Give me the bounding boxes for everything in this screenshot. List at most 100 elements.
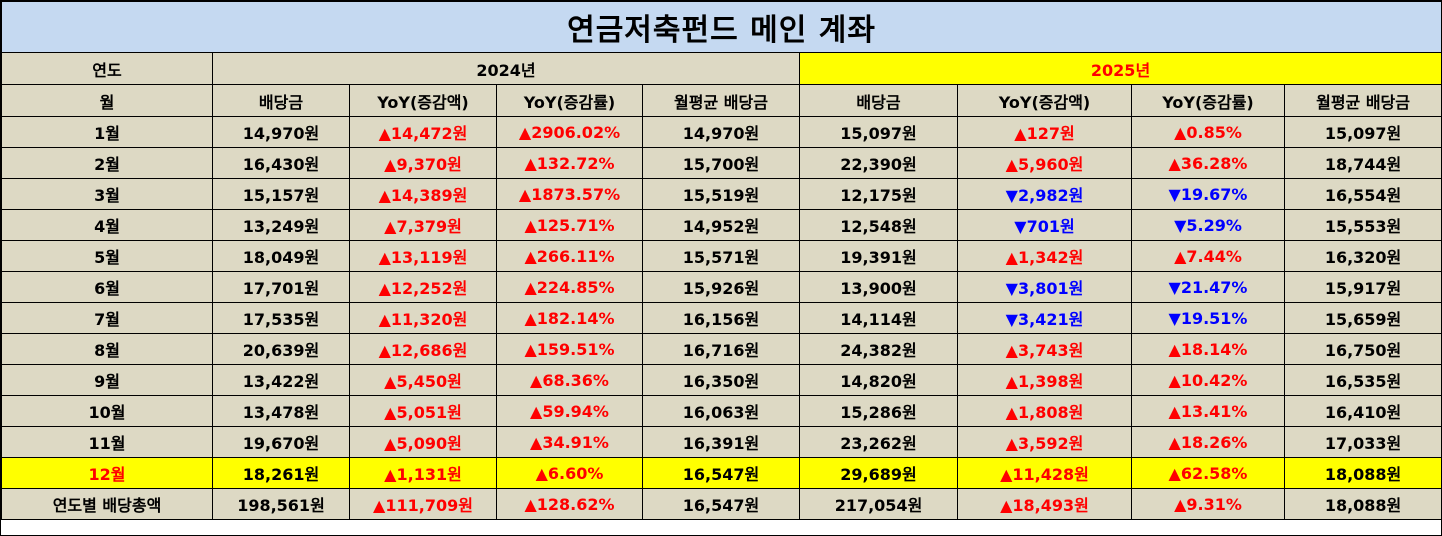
yoy-rate-2025-cell[interactable]: ▲9.31% bbox=[1131, 488, 1285, 520]
dividend-2025-cell[interactable]: 15,286원 bbox=[799, 395, 958, 427]
monthly-avg-2025-cell[interactable]: 16,750원 bbox=[1283, 333, 1442, 365]
yoy-amount-2024-cell[interactable]: ▲11,320원 bbox=[349, 302, 497, 334]
monthly-avg-2025-cell[interactable]: 15,659원 bbox=[1283, 302, 1442, 334]
dividend-2024-cell[interactable]: 17,701원 bbox=[212, 271, 350, 303]
monthly-avg-2024-cell[interactable]: 15,571원 bbox=[642, 240, 800, 272]
monthly-avg-2024-cell[interactable]: 16,547원 bbox=[642, 488, 800, 520]
dividend-2024-cell[interactable]: 198,561원 bbox=[212, 488, 350, 520]
yoy-amount-2025-cell[interactable]: ▲1,342원 bbox=[957, 240, 1132, 272]
yoy-rate-2024-cell[interactable]: ▲224.85% bbox=[496, 271, 643, 303]
row-label-cell[interactable]: 8월 bbox=[1, 333, 213, 365]
yoy-amount-2024-cell[interactable]: ▲14,389원 bbox=[349, 178, 497, 210]
month-label-cell[interactable]: 월 bbox=[1, 84, 213, 117]
row-label-cell[interactable]: 10월 bbox=[1, 395, 213, 427]
yoy-rate-2024-cell[interactable]: ▲34.91% bbox=[496, 426, 643, 458]
row-label-cell[interactable]: 3월 bbox=[1, 178, 213, 210]
yoy-amount-2025-cell[interactable]: ▲11,428원 bbox=[957, 457, 1132, 489]
yoy-rate-2024-cell[interactable]: ▲59.94% bbox=[496, 395, 643, 427]
row-label-cell[interactable]: 9월 bbox=[1, 364, 213, 396]
dividend-2024-cell[interactable]: 13,478원 bbox=[212, 395, 350, 427]
row-label-cell[interactable]: 11월 bbox=[1, 426, 213, 458]
col-dividend-2025[interactable]: 배당금 bbox=[799, 84, 958, 117]
year-label-cell[interactable]: 연도 bbox=[1, 52, 213, 85]
yoy-rate-2024-cell[interactable]: ▲128.62% bbox=[496, 488, 643, 520]
yoy-rate-2024-cell[interactable]: ▲68.36% bbox=[496, 364, 643, 396]
col-yoy-rate-2024[interactable]: YoY(증감률) bbox=[496, 84, 643, 117]
monthly-avg-2024-cell[interactable]: 14,970원 bbox=[642, 116, 800, 148]
dividend-2025-cell[interactable]: 19,391원 bbox=[799, 240, 958, 272]
row-label-cell[interactable]: 2월 bbox=[1, 147, 213, 179]
row-label-cell[interactable]: 5월 bbox=[1, 240, 213, 272]
yoy-rate-2025-cell[interactable]: ▼19.67% bbox=[1131, 178, 1285, 210]
monthly-avg-2024-cell[interactable]: 16,156원 bbox=[642, 302, 800, 334]
monthly-avg-2025-cell[interactable]: 15,553원 bbox=[1283, 209, 1442, 241]
col-yoy-rate-2025[interactable]: YoY(증감률) bbox=[1131, 84, 1285, 117]
dividend-2025-cell[interactable]: 12,548원 bbox=[799, 209, 958, 241]
dividend-2024-cell[interactable]: 13,249원 bbox=[212, 209, 350, 241]
yoy-amount-2024-cell[interactable]: ▲1,131원 bbox=[349, 457, 497, 489]
yoy-amount-2025-cell[interactable]: ▲127원 bbox=[957, 116, 1132, 148]
dividend-2025-cell[interactable]: 12,175원 bbox=[799, 178, 958, 210]
col-yoy-amount-2024[interactable]: YoY(증감액) bbox=[349, 84, 497, 117]
col-dividend-2024[interactable]: 배당금 bbox=[212, 84, 350, 117]
dividend-2024-cell[interactable]: 18,261원 bbox=[212, 457, 350, 489]
row-label-cell[interactable]: 12월 bbox=[1, 457, 213, 489]
yoy-amount-2024-cell[interactable]: ▲13,119원 bbox=[349, 240, 497, 272]
monthly-avg-2024-cell[interactable]: 16,547원 bbox=[642, 457, 800, 489]
year-2025-header[interactable]: 2025년 bbox=[798, 52, 1442, 85]
dividend-2025-cell[interactable]: 14,820원 bbox=[799, 364, 958, 396]
yoy-amount-2025-cell[interactable]: ▼3,421원 bbox=[957, 302, 1132, 334]
row-label-cell[interactable]: 6월 bbox=[1, 271, 213, 303]
col-yoy-amount-2025[interactable]: YoY(증감액) bbox=[957, 84, 1132, 117]
yoy-amount-2025-cell[interactable]: ▲3,743원 bbox=[957, 333, 1132, 365]
yoy-rate-2025-cell[interactable]: ▲18.14% bbox=[1131, 333, 1285, 365]
dividend-2025-cell[interactable]: 23,262원 bbox=[799, 426, 958, 458]
yoy-amount-2025-cell[interactable]: ▲3,592원 bbox=[957, 426, 1132, 458]
yoy-rate-2024-cell[interactable]: ▲1873.57% bbox=[496, 178, 643, 210]
yoy-rate-2025-cell[interactable]: ▲0.85% bbox=[1131, 116, 1285, 148]
monthly-avg-2025-cell[interactable]: 17,033원 bbox=[1283, 426, 1442, 458]
yoy-amount-2024-cell[interactable]: ▲5,051원 bbox=[349, 395, 497, 427]
monthly-avg-2025-cell[interactable]: 16,320원 bbox=[1283, 240, 1442, 272]
monthly-avg-2025-cell[interactable]: 18,088원 bbox=[1283, 488, 1442, 520]
yoy-rate-2025-cell[interactable]: ▼21.47% bbox=[1131, 271, 1285, 303]
yoy-amount-2024-cell[interactable]: ▲14,472원 bbox=[349, 116, 497, 148]
yoy-rate-2024-cell[interactable]: ▲2906.02% bbox=[496, 116, 643, 148]
yoy-amount-2024-cell[interactable]: ▲5,450원 bbox=[349, 364, 497, 396]
dividend-2024-cell[interactable]: 15,157원 bbox=[212, 178, 350, 210]
yoy-amount-2024-cell[interactable]: ▲5,090원 bbox=[349, 426, 497, 458]
yoy-amount-2025-cell[interactable]: ▼701원 bbox=[957, 209, 1132, 241]
dividend-2024-cell[interactable]: 18,049원 bbox=[212, 240, 350, 272]
yoy-amount-2025-cell[interactable]: ▲1,398원 bbox=[957, 364, 1132, 396]
dividend-2024-cell[interactable]: 16,430원 bbox=[212, 147, 350, 179]
yoy-amount-2024-cell[interactable]: ▲111,709원 bbox=[349, 488, 497, 520]
monthly-avg-2024-cell[interactable]: 15,926원 bbox=[642, 271, 800, 303]
monthly-avg-2025-cell[interactable]: 18,088원 bbox=[1283, 457, 1442, 489]
monthly-avg-2024-cell[interactable]: 15,700원 bbox=[642, 147, 800, 179]
col-monthly-avg-2025[interactable]: 월평균 배당금 bbox=[1283, 84, 1442, 117]
yoy-rate-2025-cell[interactable]: ▲36.28% bbox=[1131, 147, 1285, 179]
monthly-avg-2024-cell[interactable]: 16,716원 bbox=[642, 333, 800, 365]
monthly-avg-2025-cell[interactable]: 15,097원 bbox=[1283, 116, 1442, 148]
yoy-amount-2024-cell[interactable]: ▲7,379원 bbox=[349, 209, 497, 241]
yoy-rate-2024-cell[interactable]: ▲159.51% bbox=[496, 333, 643, 365]
dividend-2024-cell[interactable]: 17,535원 bbox=[212, 302, 350, 334]
monthly-avg-2024-cell[interactable]: 16,391원 bbox=[642, 426, 800, 458]
yoy-amount-2024-cell[interactable]: ▲12,686원 bbox=[349, 333, 497, 365]
yoy-rate-2025-cell[interactable]: ▲7.44% bbox=[1131, 240, 1285, 272]
yoy-rate-2024-cell[interactable]: ▲182.14% bbox=[496, 302, 643, 334]
year-2024-header[interactable]: 2024년 bbox=[212, 52, 800, 85]
yoy-amount-2025-cell[interactable]: ▼3,801원 bbox=[957, 271, 1132, 303]
yoy-rate-2024-cell[interactable]: ▲266.11% bbox=[496, 240, 643, 272]
row-label-cell[interactable]: 1월 bbox=[1, 116, 213, 148]
dividend-2025-cell[interactable]: 24,382원 bbox=[799, 333, 958, 365]
monthly-avg-2024-cell[interactable]: 14,952원 bbox=[642, 209, 800, 241]
row-label-cell[interactable]: 7월 bbox=[1, 302, 213, 334]
dividend-2025-cell[interactable]: 22,390원 bbox=[799, 147, 958, 179]
monthly-avg-2025-cell[interactable]: 15,917원 bbox=[1283, 271, 1442, 303]
yoy-amount-2024-cell[interactable]: ▲12,252원 bbox=[349, 271, 497, 303]
monthly-avg-2025-cell[interactable]: 16,535원 bbox=[1283, 364, 1442, 396]
yoy-rate-2025-cell[interactable]: ▲18.26% bbox=[1131, 426, 1285, 458]
dividend-2025-cell[interactable]: 29,689원 bbox=[799, 457, 958, 489]
yoy-amount-2025-cell[interactable]: ▼2,982원 bbox=[957, 178, 1132, 210]
